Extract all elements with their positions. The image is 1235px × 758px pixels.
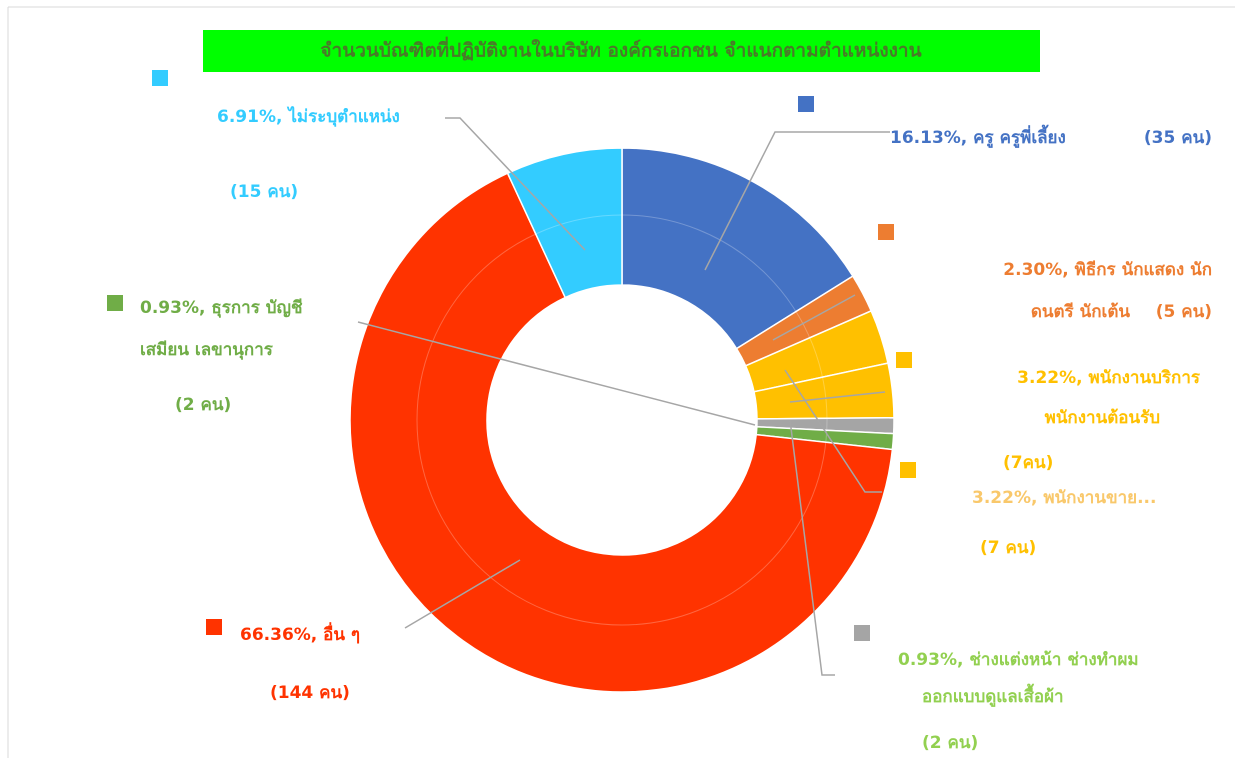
count-label: (144 คน) (270, 683, 350, 703)
count-label: (7 คน) (980, 538, 1036, 558)
data-label: ออกแบบดูแลเสื้อผ้า (922, 683, 1064, 708)
count-label: (2 คน) (175, 395, 231, 415)
donut-slice (621, 147, 854, 350)
donut-slice (349, 172, 894, 693)
leader-line (784, 369, 882, 493)
count-label: (2 คน) (922, 733, 978, 753)
legend-marker (900, 462, 916, 478)
inner-ring (416, 214, 828, 626)
legend-marker (152, 70, 168, 86)
data-label: 0.93%, ช่างแต่งหน้า ช่างทำผม (898, 650, 1139, 670)
legend-marker (798, 96, 814, 112)
data-label: พนักงานต้อนรับ (1045, 408, 1160, 428)
leader-line (357, 321, 756, 426)
data-label: 16.13%, ครู ครูพี่เลี้ยง (890, 124, 1066, 149)
count-label: (5 คน) (1156, 302, 1212, 322)
data-label: ดนตรี นักเต้น (1031, 301, 1131, 322)
legend-marker (878, 224, 894, 240)
title-background (203, 30, 1040, 72)
count-label: (7คน) (1003, 453, 1053, 473)
leader-line (772, 294, 856, 341)
data-label: 6.91%, ไม่ระบุตำแหน่ง (217, 106, 400, 127)
data-label: 2.30%, พิธีกร นักแสดง นัก (1003, 259, 1212, 280)
legend-marker (206, 619, 222, 635)
leader-line (445, 117, 586, 251)
count-label: (35 คน) (1144, 128, 1212, 148)
data-label: 0.93%, ธุรการ บัญชี (140, 297, 303, 318)
data-label: 66.36%, อื่น ๆ (240, 622, 360, 645)
data-label: เสมียน เลขานุการ (140, 339, 274, 360)
donut-slice (506, 147, 623, 299)
data-label: 3.22%, พนักงานขาย... (972, 488, 1156, 508)
leader-line (404, 559, 521, 629)
legend-marker (107, 295, 123, 311)
chart-title: จำนวนบัณฑิตที่ปฏิบัติงานในบริษัท องค์กรเ… (320, 37, 921, 62)
leader-line (704, 131, 890, 271)
legend-marker (896, 352, 912, 368)
data-label: 3.22%, พนักงานบริการ (1017, 368, 1201, 388)
leader-line (789, 419, 835, 676)
count-label: (15 คน) (230, 182, 298, 202)
legend-marker (854, 625, 870, 641)
leader-line (789, 391, 886, 403)
